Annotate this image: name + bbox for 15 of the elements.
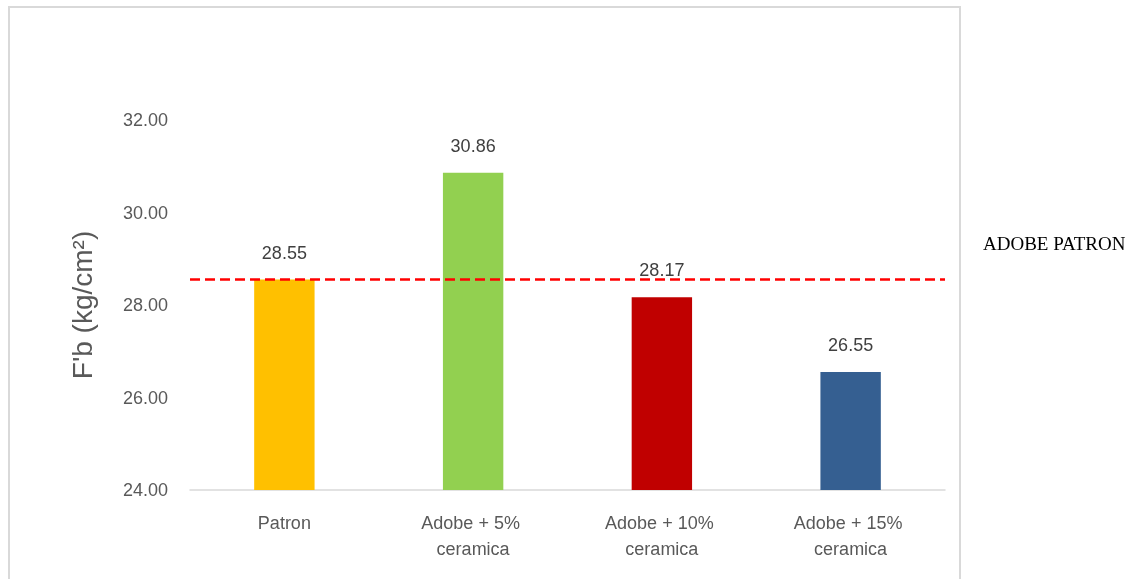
y-tick-label: 30.00 [122, 202, 168, 223]
y-tick-label: 28.00 [122, 295, 168, 315]
x-tick-label: Adobe + 15% ceramica [793, 513, 908, 559]
data-label: 30.86 [450, 135, 496, 156]
data-label: 26.55 [828, 335, 874, 356]
y-tick-label: 32.00 [122, 110, 168, 130]
y-tick-label: 26.00 [122, 387, 168, 408]
data-label: 28.55 [261, 242, 307, 263]
data-label: 28.17 [639, 260, 685, 281]
x-tick-label: Adobe + 10% ceramica [605, 513, 719, 559]
y-axis-title: F'b (kg/cm²) [66, 230, 98, 380]
ref-line-label: ADOBE PATRON [983, 233, 1126, 255]
x-tick-label: Patron [257, 513, 311, 533]
x-tick-label: Adobe + 5% ceramica [421, 513, 525, 559]
y-tick-label: 24.00 [122, 480, 168, 500]
